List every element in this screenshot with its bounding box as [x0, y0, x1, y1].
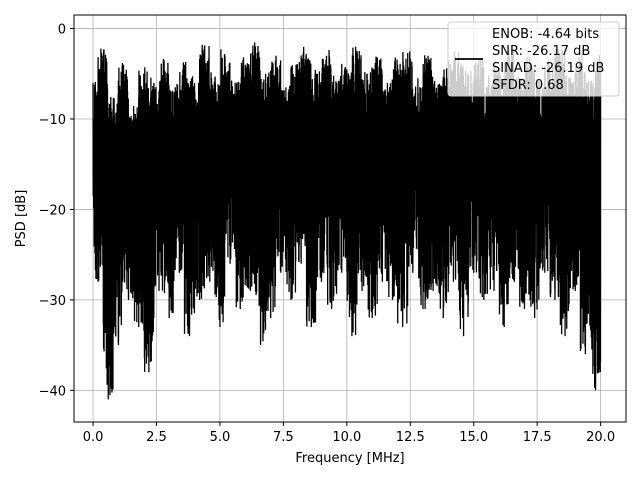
legend-entry-0: ENOB: -4.64 bits [492, 27, 599, 42]
x-tick-label-2: 5.0 [210, 430, 231, 445]
x-axis-label: Frequency [MHz] [295, 451, 404, 466]
series-group [92, 42, 602, 400]
plot-area: 0.0 2.5 5.0 7.5 10.0 12.5 15.0 17.5 20.0 0 −10 −20 −… [14, 14, 627, 466]
legend-box [447, 21, 620, 97]
legend-entry-2: SINAD: -26.19 dB [492, 61, 604, 76]
legend-entry-3: SFDR: 0.68 [492, 78, 564, 93]
y-tick-label-4: −40 [39, 384, 66, 399]
x-tick-label-0: 0.0 [83, 430, 104, 445]
x-tick-label-7: 17.5 [523, 430, 552, 445]
x-tick-label-1: 2.5 [146, 430, 167, 445]
x-tick-label-6: 15.0 [459, 430, 488, 445]
legend-entry-1: SNR: -26.17 dB [492, 44, 590, 59]
x-tick-label-4: 10.0 [332, 430, 361, 445]
y-tick-label-0: 0 [58, 23, 66, 38]
x-tick-label-5: 12.5 [396, 430, 425, 445]
axes-frame [73, 14, 627, 423]
y-tick-label-2: −20 [39, 203, 66, 218]
series-line-0 [92, 42, 602, 400]
y-tick-label-3: −30 [39, 294, 66, 309]
y-tick-label-1: −10 [39, 113, 66, 128]
x-tick-label-8: 20.0 [586, 430, 615, 445]
y-axis-label: PSD [dB] [14, 190, 29, 248]
x-tick-label-3: 7.5 [273, 430, 294, 445]
